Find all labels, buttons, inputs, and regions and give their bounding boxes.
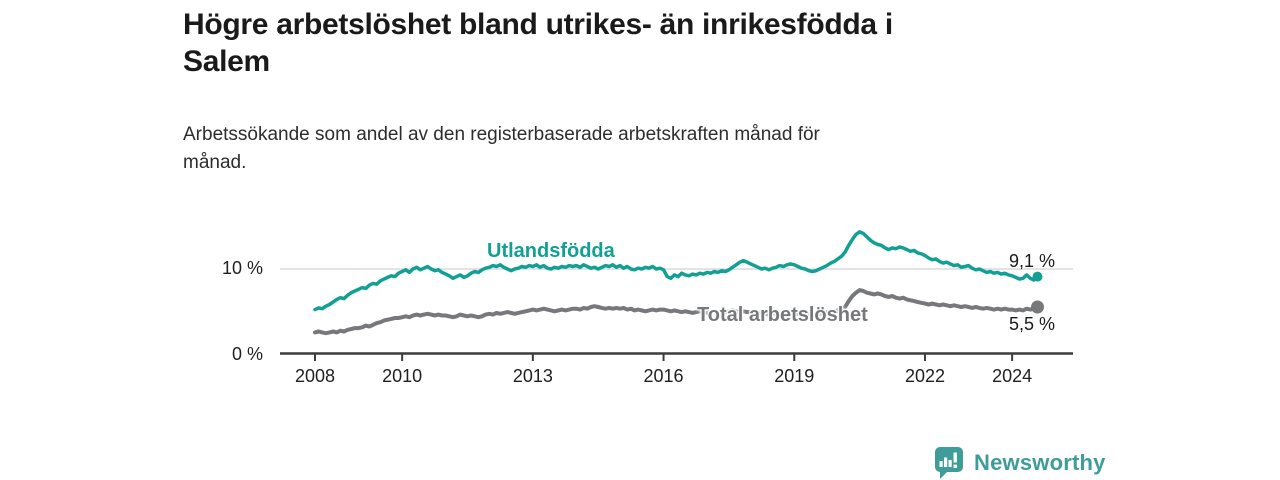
x-axis-label-2022: 2022	[904, 366, 945, 386]
x-axis-label-2016: 2016	[643, 366, 684, 386]
chart-subtitle-line1: Arbetssökande som andel av den registerb…	[183, 124, 820, 145]
series-end-dot-0	[1032, 271, 1043, 282]
page-title: Högre arbetslöshet bland utrikes- än inr…	[183, 6, 1123, 80]
page-title-line1: Högre arbetslöshet bland utrikes- än inr…	[183, 8, 893, 41]
page-title-line2: Salem	[183, 45, 270, 78]
newsworthy-logo: Newsworthy	[933, 446, 1106, 479]
series-label-utlandsfodda: Utlandsfödda	[487, 240, 615, 262]
x-axis-label-2019: 2019	[774, 366, 815, 386]
x-axis-label-2013: 2013	[512, 366, 553, 386]
chart-subtitle-line2: månad.	[183, 152, 247, 173]
newsworthy-wordmark: Newsworthy	[974, 449, 1106, 475]
newsworthy-bubble-chart-icon	[935, 447, 963, 479]
series-label-total-arbetsloshet: Total arbetslöshet	[697, 304, 868, 326]
end-value-label-total: 5,5 %	[1009, 314, 1056, 334]
series-line-1	[313, 288, 1040, 336]
end-value-label-utlandsfodda: 9,1 %	[1009, 251, 1056, 271]
series-line-0	[313, 230, 1040, 312]
series-end-dot-1	[1031, 300, 1044, 314]
x-axis-label-2008: 2008	[294, 366, 336, 386]
y-axis-label-0: 0 %	[231, 344, 263, 364]
chart-subtitle: Arbetssökande som andel av den registerb…	[183, 121, 1083, 177]
x-axis-label-2010: 2010	[382, 366, 423, 386]
y-axis-label-10: 10 %	[221, 258, 263, 278]
x-axis-label-2024: 2024	[992, 366, 1033, 386]
